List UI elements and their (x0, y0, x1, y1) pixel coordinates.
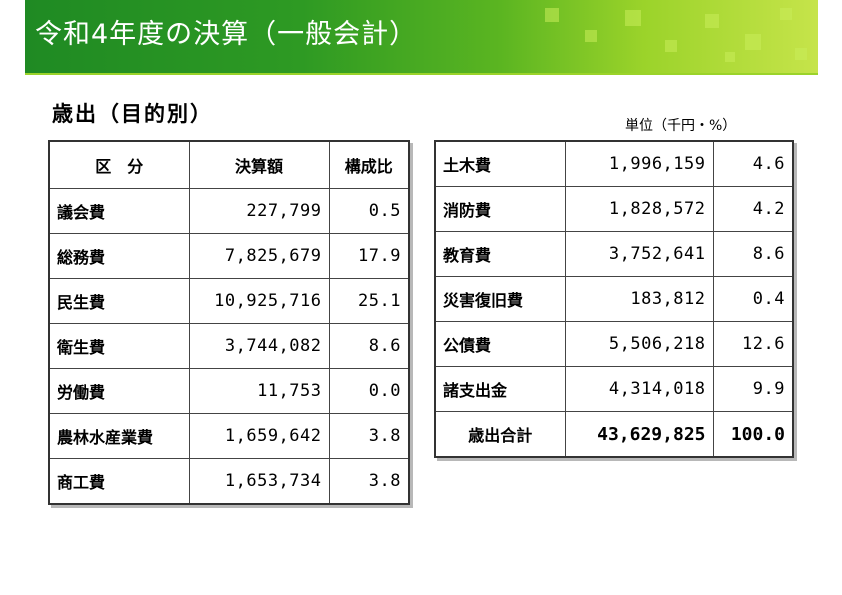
ratio-cell: 12.6 (712, 321, 794, 367)
category-cell: 議会費 (48, 188, 190, 234)
ratio-cell: 3.8 (328, 458, 410, 505)
banner-underline (25, 73, 818, 75)
category-cell: 公債費 (434, 321, 566, 367)
category-cell: 土木費 (434, 140, 566, 187)
amount-cell: 1,659,642 (188, 413, 330, 459)
decorative-square (705, 14, 719, 28)
total-amount: 43,629,825 (564, 411, 714, 458)
decorative-square (545, 8, 559, 22)
category-cell: 衛生費 (48, 323, 190, 369)
table-row: 農林水産業費 1,659,642 3.8 (48, 413, 410, 459)
page-title: 令和4年度の決算（一般会計） (35, 19, 418, 50)
ratio-cell: 0.5 (328, 188, 410, 234)
category-cell: 民生費 (48, 278, 190, 324)
ratio-cell: 9.9 (712, 366, 794, 412)
category-cell: 災害復旧費 (434, 276, 566, 322)
table-row: 商工費 1,653,734 3.8 (48, 458, 410, 505)
expenditure-table-right: 土木費 1,996,159 4.6 消防費 1,828,572 4.2 教育費 … (434, 140, 794, 458)
table-row: 消防費 1,828,572 4.2 (434, 186, 794, 232)
header-amount: 決算額 (188, 140, 330, 189)
table-row: 民生費 10,925,716 25.1 (48, 278, 410, 324)
amount-cell: 1,996,159 (564, 140, 714, 187)
amount-cell: 3,744,082 (188, 323, 330, 369)
table-row: 衛生費 3,744,082 8.6 (48, 323, 410, 369)
amount-cell: 5,506,218 (564, 321, 714, 367)
ratio-cell: 25.1 (328, 278, 410, 324)
amount-cell: 1,653,734 (188, 458, 330, 505)
unit-label: 単位（千円・%） (625, 118, 737, 134)
amount-cell: 4,314,018 (564, 366, 714, 412)
category-cell: 諸支出金 (434, 366, 566, 412)
section-title: 歳出（目的別） (52, 102, 213, 126)
amount-cell: 10,925,716 (188, 278, 330, 324)
expenditure-table-left: 区 分 決算額 構成比 議会費 227,799 0.5 総務費 7,825,67… (48, 140, 410, 505)
amount-cell: 227,799 (188, 188, 330, 234)
amount-cell: 7,825,679 (188, 233, 330, 279)
category-cell: 消防費 (434, 186, 566, 232)
header-ratio: 構成比 (328, 140, 410, 189)
decorative-square (795, 48, 807, 60)
ratio-cell: 3.8 (328, 413, 410, 459)
amount-cell: 1,828,572 (564, 186, 714, 232)
category-cell: 商工費 (48, 458, 190, 505)
ratio-cell: 4.2 (712, 186, 794, 232)
table-row: 教育費 3,752,641 8.6 (434, 231, 794, 277)
category-cell: 農林水産業費 (48, 413, 190, 459)
ratio-cell: 17.9 (328, 233, 410, 279)
amount-cell: 3,752,641 (564, 231, 714, 277)
table-row: 土木費 1,996,159 4.6 (434, 140, 794, 187)
table-row: 災害復旧費 183,812 0.4 (434, 276, 794, 322)
total-ratio: 100.0 (712, 411, 794, 458)
table-row: 議会費 227,799 0.5 (48, 188, 410, 234)
amount-cell: 183,812 (564, 276, 714, 322)
ratio-cell: 0.0 (328, 368, 410, 414)
title-banner: 令和4年度の決算（一般会計） (25, 0, 818, 73)
table-header-row: 区 分 決算額 構成比 (48, 140, 410, 189)
total-row: 歳出合計 43,629,825 100.0 (434, 411, 794, 458)
ratio-cell: 0.4 (712, 276, 794, 322)
decorative-square (585, 30, 597, 42)
total-label: 歳出合計 (434, 411, 566, 458)
category-cell: 総務費 (48, 233, 190, 279)
table-row: 労働費 11,753 0.0 (48, 368, 410, 414)
category-cell: 労働費 (48, 368, 190, 414)
category-cell: 教育費 (434, 231, 566, 277)
table-row: 総務費 7,825,679 17.9 (48, 233, 410, 279)
ratio-cell: 8.6 (712, 231, 794, 277)
decorative-square (745, 34, 761, 50)
table-row: 公債費 5,506,218 12.6 (434, 321, 794, 367)
decorative-square (625, 10, 641, 26)
decorative-square (725, 52, 735, 62)
amount-cell: 11,753 (188, 368, 330, 414)
decorative-square (665, 40, 677, 52)
ratio-cell: 4.6 (712, 140, 794, 187)
ratio-cell: 8.6 (328, 323, 410, 369)
table-row: 諸支出金 4,314,018 9.9 (434, 366, 794, 412)
header-category: 区 分 (48, 140, 190, 189)
decorative-square (780, 8, 792, 20)
